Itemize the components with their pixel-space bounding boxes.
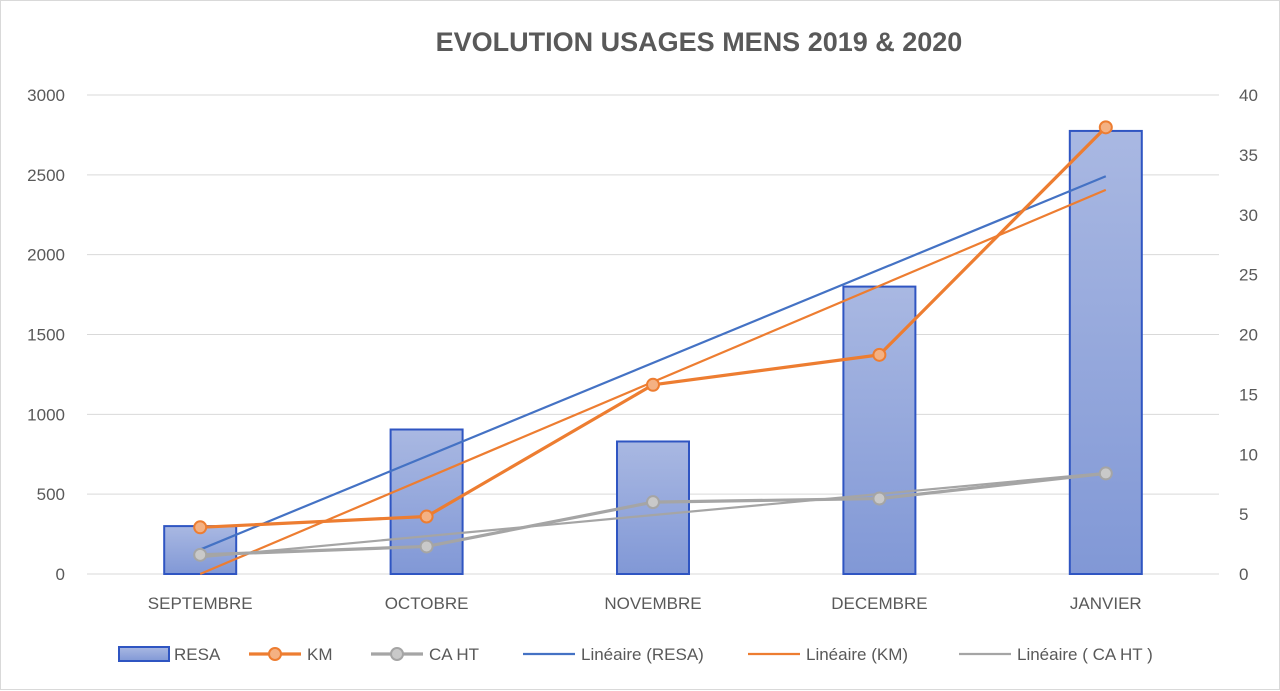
bar-resa (1068, 129, 1143, 576)
legend-label: RESA (174, 645, 221, 664)
trend-line (199, 175, 1107, 551)
right-tick-label: 35 (1239, 146, 1258, 165)
chart-title: EVOLUTION USAGES MENS 2019 & 2020 (436, 27, 963, 57)
left-tick-label: 1000 (27, 405, 65, 424)
right-tick-label: 30 (1239, 206, 1258, 225)
line-series (193, 120, 1113, 562)
series-marker (646, 377, 660, 392)
category-label: OCTOBRE (385, 594, 469, 613)
right-tick-label: 15 (1239, 385, 1258, 404)
legend-label: Linéaire ( CA HT ) (1017, 645, 1153, 664)
series-marker (419, 509, 434, 524)
bar-resa (842, 285, 917, 575)
left-tick-label: 1500 (27, 326, 65, 345)
left-tick-label: 2000 (27, 246, 65, 265)
series-marker (1098, 120, 1113, 135)
left-tick-label: 0 (56, 565, 65, 584)
right-tick-label: 10 (1239, 445, 1258, 464)
series-marker (419, 539, 434, 554)
trend-lines (199, 175, 1107, 576)
right-y-axis: 0 5 10 15 20 25 30 35 40 (1239, 86, 1258, 584)
series-marker (1098, 466, 1113, 481)
right-tick-label: 20 (1239, 326, 1258, 345)
gridlines (87, 94, 1219, 575)
legend-swatch-bar (118, 646, 170, 662)
left-tick-label: 2500 (27, 166, 65, 185)
left-tick-label: 500 (37, 485, 65, 504)
series-marker (646, 495, 660, 510)
right-tick-label: 40 (1239, 86, 1258, 105)
legend-label: Linéaire (RESA) (581, 645, 704, 664)
legend-label: CA HT (429, 645, 479, 664)
right-tick-label: 25 (1239, 266, 1258, 285)
left-tick-label: 3000 (27, 86, 65, 105)
legend-label: Linéaire (KM) (806, 645, 908, 664)
series-marker (872, 347, 887, 362)
legend: RESA KM CA HT Linéaire (RESA) Linéaire (KM) L… (118, 645, 1153, 664)
right-tick-label: 0 (1239, 565, 1248, 584)
category-label: DECEMBRE (831, 594, 927, 613)
category-label: NOVEMBRE (604, 594, 701, 613)
series-marker (872, 491, 887, 506)
category-label: JANVIER (1070, 594, 1142, 613)
left-y-axis: 0 500 1000 1500 2000 2500 3000 (27, 86, 65, 584)
series-marker (193, 520, 208, 535)
legend-swatch-marker (390, 647, 404, 661)
x-axis-categories: SEPTEMBRE OCTOBRE NOVEMBRE DECEMBRE JANVIER (148, 594, 1142, 613)
series-marker (193, 547, 208, 562)
category-label: SEPTEMBRE (148, 594, 253, 613)
legend-swatch-marker (268, 647, 282, 661)
right-tick-label: 5 (1239, 505, 1248, 524)
trend-line (200, 471, 1106, 559)
legend-label: KM (307, 645, 333, 664)
